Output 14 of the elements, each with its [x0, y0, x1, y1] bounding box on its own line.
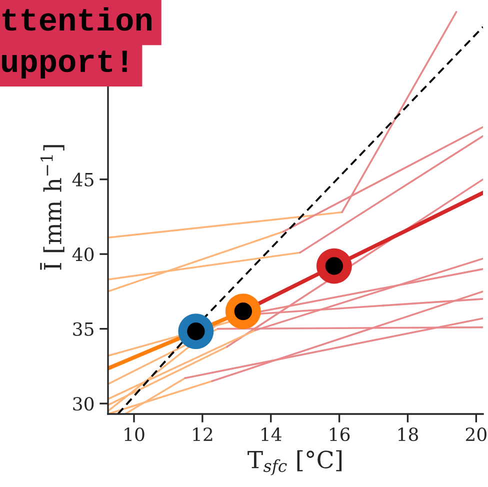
y-axis-title: Ī [mm h$^{−1}$]: [40, 145, 64, 270]
y-tick-label: 30: [73, 396, 94, 411]
x-tick-label: 18: [398, 428, 418, 442]
annotation: upport!: [2, 50, 127, 78]
x-tick-label: 12: [193, 428, 212, 441]
x-axis-title: T$_{sfc}$ [°C]: [248, 450, 342, 476]
y-tick-label: 40: [72, 248, 94, 262]
x-tick-label: 14: [262, 428, 282, 441]
x-tick-label: 10: [124, 428, 144, 442]
x-tick-label: 16: [330, 428, 350, 442]
x-tick-label: 20: [466, 428, 486, 442]
y-tick-label: 35: [73, 322, 94, 336]
annotation: ttention: [2, 7, 152, 31]
y-tick-label: 45: [72, 172, 94, 186]
